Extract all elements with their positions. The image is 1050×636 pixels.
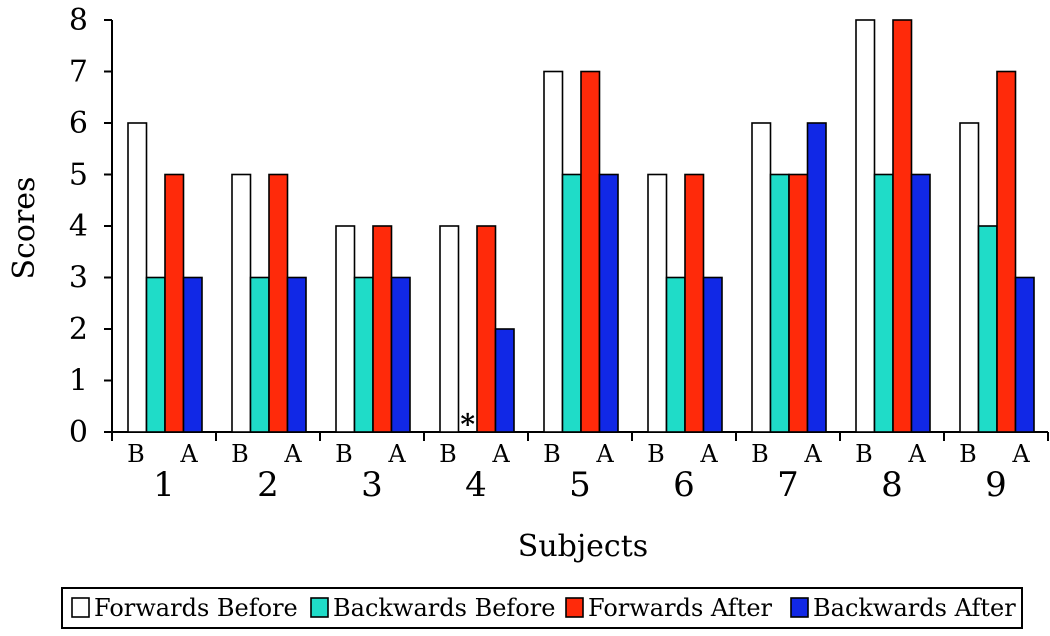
bar-forwards-before — [647, 173, 668, 433]
y-tick-label: 1 — [69, 364, 88, 399]
y-tick-label: 5 — [69, 158, 88, 193]
sub-label-before: B — [439, 440, 457, 468]
sub-label-after: A — [283, 440, 302, 468]
bar-backwards-before — [353, 276, 374, 433]
bar-backwards-before — [665, 276, 686, 433]
x-tick-label: 9 — [985, 465, 1007, 505]
bar-backwards-after — [494, 328, 515, 433]
bar-forwards-before — [543, 70, 564, 433]
bar-forwards-before — [751, 122, 772, 433]
legend-label: Forwards After — [588, 594, 773, 622]
legend: Forwards Before Backwards Before Forwards … — [61, 587, 1023, 629]
bar-forwards-after — [684, 173, 705, 433]
x-tick-label: 2 — [257, 465, 279, 505]
bar-forwards-before — [127, 122, 148, 433]
x-tick-label: 7 — [777, 465, 799, 505]
sub-label-before: B — [335, 440, 353, 468]
x-tick-label: 1 — [153, 465, 175, 505]
sub-label-before: B — [543, 440, 561, 468]
x-tick-label: 4 — [465, 465, 487, 505]
bar-forwards-before — [231, 173, 252, 433]
bar-forwards-after — [268, 173, 289, 433]
bar-backwards-after — [910, 173, 931, 433]
bar-backwards-after — [286, 276, 307, 433]
bar-forwards-after — [476, 225, 497, 433]
sub-label-before: B — [647, 440, 665, 468]
bar-forwards-after — [892, 19, 913, 433]
bar-forwards-after — [580, 70, 601, 433]
legend-swatch — [565, 597, 584, 618]
x-tick-label: 6 — [673, 465, 695, 505]
bar-backwards-after — [182, 276, 203, 433]
legend-label: Backwards After — [813, 594, 1016, 622]
sub-label-before: B — [959, 440, 977, 468]
bar-backwards-after — [390, 276, 411, 433]
y-tick-label: 8 — [69, 3, 88, 38]
sub-label-after: A — [595, 440, 614, 468]
y-tick-label: 0 — [69, 415, 88, 450]
sub-label-before: B — [751, 440, 769, 468]
legend-swatch — [71, 597, 90, 618]
bar-forwards-before — [439, 225, 460, 433]
legend-label: Backwards Before — [333, 594, 555, 622]
bar-backwards-before — [873, 173, 894, 433]
sub-label-before: B — [127, 440, 145, 468]
x-axis-title: Subjects — [518, 529, 648, 564]
legend-box — [61, 587, 1023, 629]
y-tick-label: 3 — [69, 261, 88, 296]
bar-forwards-after — [788, 173, 809, 433]
legend-swatch — [790, 597, 809, 618]
sub-label-after: A — [699, 440, 718, 468]
bar-backwards-before — [977, 225, 998, 433]
sub-label-after: A — [907, 440, 926, 468]
sub-label-after: A — [179, 440, 198, 468]
bar-backwards-before — [145, 276, 166, 433]
bar-backwards-after — [598, 173, 619, 433]
bar-backwards-before — [561, 173, 582, 433]
bar-backwards-after — [806, 122, 827, 433]
sub-label-after: A — [387, 440, 406, 468]
sub-label-after: A — [1011, 440, 1030, 468]
bar-forwards-after — [996, 70, 1017, 433]
x-tick-label: 8 — [881, 465, 903, 505]
bar-forwards-after — [164, 173, 185, 433]
sub-label-before: B — [855, 440, 873, 468]
x-tick-label: 5 — [569, 465, 591, 505]
sub-label-after: A — [803, 440, 822, 468]
bar-forwards-before — [855, 19, 876, 433]
x-tick-label: 3 — [361, 465, 383, 505]
bar-forwards-before — [959, 122, 980, 433]
bar-forwards-after — [372, 225, 393, 433]
y-tick-label: 6 — [69, 106, 88, 141]
sub-label-after: A — [491, 440, 510, 468]
bar-backwards-after — [702, 276, 723, 433]
legend-swatch — [310, 597, 329, 618]
y-tick-label: 2 — [69, 312, 88, 347]
y-tick-label: 4 — [69, 209, 88, 244]
bar-forwards-before — [335, 225, 356, 433]
y-tick-label: 7 — [69, 55, 88, 90]
sub-label-before: B — [231, 440, 249, 468]
bar-backwards-after — [1014, 276, 1035, 433]
y-axis-title: Scores — [7, 177, 42, 280]
bar-backwards-before — [769, 173, 790, 433]
bar-backwards-before — [249, 276, 270, 433]
annotation-asterisk: * — [460, 408, 475, 441]
legend-label: Forwards Before — [94, 594, 298, 622]
